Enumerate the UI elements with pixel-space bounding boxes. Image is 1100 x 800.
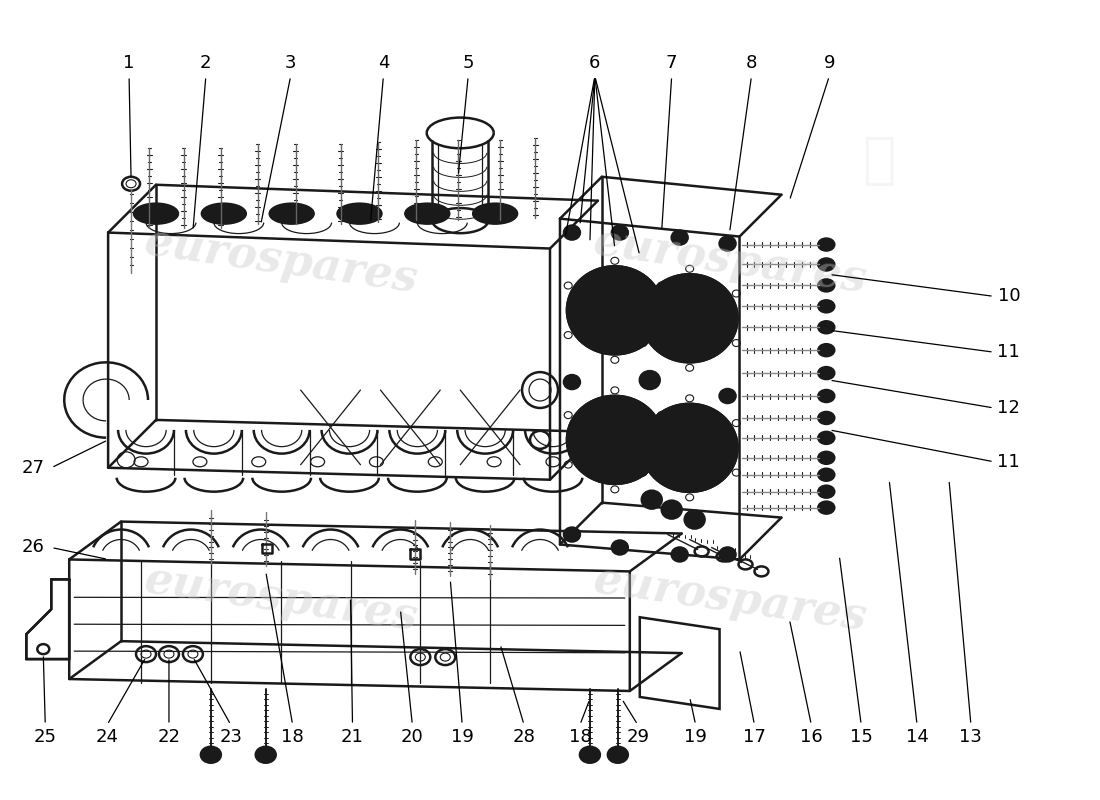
Text: eurospares: eurospares (590, 220, 869, 301)
Ellipse shape (818, 390, 834, 402)
Text: 4: 4 (377, 54, 389, 72)
Ellipse shape (641, 490, 662, 509)
Text: 🐂: 🐂 (862, 134, 895, 188)
Text: 21: 21 (341, 728, 364, 746)
Ellipse shape (473, 204, 517, 224)
Text: 14: 14 (905, 728, 928, 746)
Ellipse shape (662, 501, 682, 518)
Ellipse shape (564, 226, 580, 239)
Ellipse shape (672, 230, 688, 245)
Ellipse shape (818, 300, 834, 312)
Ellipse shape (818, 258, 834, 270)
Text: 19: 19 (451, 728, 474, 746)
Ellipse shape (134, 204, 178, 224)
Text: eurospares: eurospares (141, 559, 420, 640)
Text: 22: 22 (157, 728, 180, 746)
Ellipse shape (818, 279, 834, 291)
Text: 11: 11 (998, 343, 1020, 361)
Text: 17: 17 (742, 728, 766, 746)
Text: 20: 20 (402, 728, 424, 746)
Ellipse shape (818, 238, 834, 250)
Text: 18: 18 (569, 728, 592, 746)
Text: 16: 16 (800, 728, 823, 746)
Ellipse shape (641, 274, 737, 362)
Polygon shape (640, 618, 719, 709)
Text: 13: 13 (959, 728, 982, 746)
Ellipse shape (719, 389, 736, 403)
Text: 7: 7 (666, 54, 678, 72)
Text: 3: 3 (285, 54, 296, 72)
Text: eurospares: eurospares (590, 559, 869, 640)
Ellipse shape (640, 371, 660, 389)
Ellipse shape (818, 367, 834, 379)
Text: 11: 11 (998, 453, 1020, 470)
Ellipse shape (608, 746, 628, 762)
Ellipse shape (818, 432, 834, 444)
Text: 15: 15 (850, 728, 872, 746)
Ellipse shape (818, 486, 834, 498)
Text: 23: 23 (219, 728, 242, 746)
Text: 9: 9 (824, 54, 835, 72)
Ellipse shape (818, 412, 834, 424)
Ellipse shape (202, 204, 245, 224)
Ellipse shape (612, 226, 628, 239)
Ellipse shape (564, 375, 580, 389)
Ellipse shape (564, 527, 580, 542)
Ellipse shape (406, 204, 449, 224)
Text: eurospares: eurospares (141, 220, 420, 301)
Ellipse shape (338, 204, 382, 224)
Text: 1: 1 (123, 54, 135, 72)
Text: 12: 12 (998, 399, 1021, 417)
Text: 6: 6 (590, 54, 601, 72)
Ellipse shape (566, 396, 662, 484)
Ellipse shape (201, 746, 221, 762)
Ellipse shape (684, 510, 705, 529)
Text: 19: 19 (684, 728, 707, 746)
Ellipse shape (818, 452, 834, 464)
Text: 28: 28 (513, 728, 536, 746)
Text: 2: 2 (200, 54, 211, 72)
Ellipse shape (672, 547, 688, 562)
Polygon shape (26, 579, 69, 659)
Ellipse shape (580, 746, 600, 762)
Text: 5: 5 (462, 54, 474, 72)
Ellipse shape (818, 344, 834, 356)
Ellipse shape (641, 404, 737, 492)
Text: 8: 8 (746, 54, 757, 72)
Text: 29: 29 (626, 728, 649, 746)
Text: 27: 27 (22, 458, 45, 477)
Ellipse shape (719, 237, 736, 250)
Text: 10: 10 (998, 287, 1020, 306)
Ellipse shape (719, 547, 736, 562)
Ellipse shape (270, 204, 314, 224)
Text: 25: 25 (34, 728, 57, 746)
Ellipse shape (818, 469, 834, 481)
Ellipse shape (566, 266, 662, 354)
Text: 18: 18 (282, 728, 304, 746)
Ellipse shape (818, 322, 834, 334)
Ellipse shape (612, 541, 628, 554)
Ellipse shape (818, 502, 834, 514)
Ellipse shape (255, 746, 276, 762)
Text: 24: 24 (96, 728, 119, 746)
Text: 26: 26 (22, 538, 45, 557)
